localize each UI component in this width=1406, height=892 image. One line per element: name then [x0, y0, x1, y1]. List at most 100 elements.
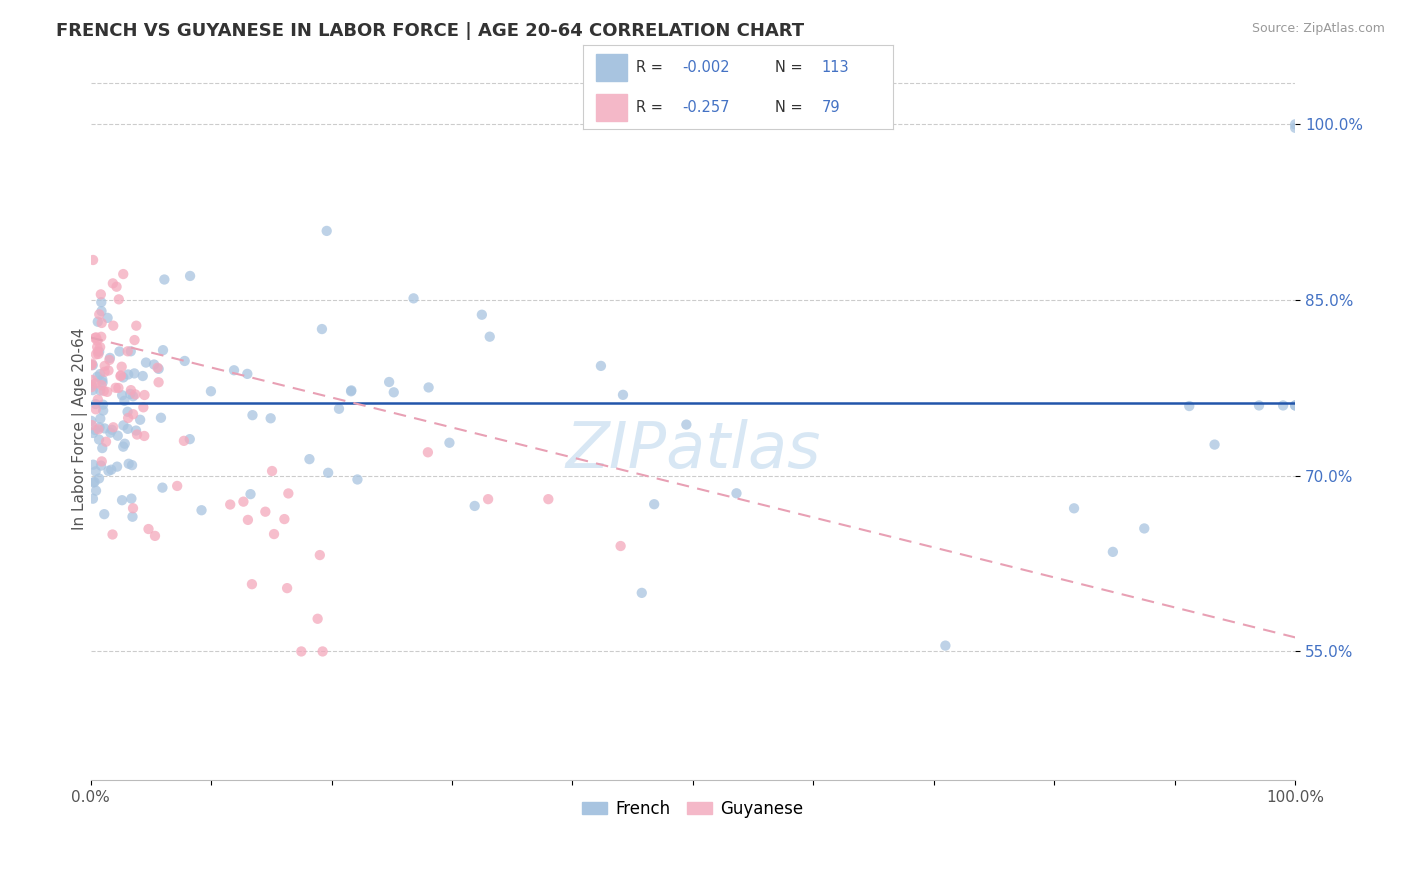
Point [91, 398, 114, 412]
Point [98, 352, 121, 367]
Point [89, 307, 111, 321]
Point [117, 411, 139, 425]
Point [98, 425, 121, 440]
Point [471, 308, 494, 322]
Point [173, 434, 195, 448]
Point [104, 381, 127, 395]
Text: ZIPatlas: ZIPatlas [565, 419, 821, 481]
Point [146, 360, 169, 375]
Point [112, 267, 135, 281]
Point [236, 513, 259, 527]
Point [90, 316, 112, 330]
Point [478, 329, 501, 343]
Point [124, 387, 146, 401]
Point [101, 527, 124, 541]
Point [110, 368, 132, 383]
Point [111, 493, 134, 508]
Point [125, 427, 148, 442]
Point [87, 347, 110, 361]
Point [80, 414, 103, 428]
Point [200, 384, 222, 399]
Point [98, 351, 121, 365]
Point [152, 481, 174, 495]
Point [84, 464, 107, 478]
Text: R =: R = [636, 100, 668, 115]
FancyBboxPatch shape [596, 94, 627, 120]
Point [80, 357, 103, 371]
Point [346, 473, 368, 487]
Point [82, 475, 104, 490]
Point [122, 389, 145, 403]
Point [589, 359, 612, 373]
Point [82, 383, 104, 397]
Point [236, 367, 259, 381]
Point [90, 458, 112, 473]
Point [108, 293, 131, 307]
Point [87, 315, 110, 329]
Point [166, 479, 188, 493]
Point [101, 423, 124, 437]
Point [87, 471, 110, 485]
Point [148, 362, 170, 376]
Point [219, 498, 242, 512]
Point [122, 501, 145, 516]
Point [97, 464, 120, 478]
Point [93, 421, 115, 435]
Point [934, 639, 956, 653]
FancyBboxPatch shape [596, 54, 627, 81]
Point [111, 359, 134, 374]
Point [1284, 117, 1306, 131]
Point [120, 383, 142, 397]
Point [93, 365, 115, 379]
Point [80, 378, 103, 392]
Point [82, 425, 104, 440]
Point [117, 405, 139, 419]
Point [537, 492, 560, 507]
Point [135, 355, 157, 369]
Point [112, 393, 135, 408]
Point [103, 420, 125, 434]
Point [84, 402, 107, 417]
Point [117, 422, 139, 436]
Point [378, 375, 401, 389]
Point [643, 497, 665, 511]
Point [89, 367, 111, 381]
Point [402, 291, 425, 305]
Point [112, 440, 135, 454]
Point [80, 358, 103, 372]
Point [80, 380, 103, 394]
Point [222, 363, 245, 377]
Point [290, 644, 312, 658]
Point [1284, 399, 1306, 413]
Point [87, 433, 110, 447]
Point [1133, 521, 1156, 535]
Point [311, 322, 333, 336]
Text: 113: 113 [821, 60, 849, 75]
Point [120, 387, 142, 401]
Point [134, 388, 156, 402]
Point [97, 363, 120, 377]
Point [107, 428, 129, 442]
Point [112, 418, 135, 433]
Point [91, 403, 114, 417]
Point [82, 358, 104, 372]
Point [86, 344, 108, 359]
Point [1272, 399, 1295, 413]
Point [1178, 399, 1201, 413]
Point [117, 368, 139, 382]
Point [84, 347, 107, 361]
Point [118, 457, 141, 471]
Point [240, 577, 263, 591]
Point [124, 333, 146, 347]
Point [340, 384, 363, 399]
Point [121, 509, 143, 524]
Point [328, 401, 350, 416]
Point [153, 272, 176, 286]
Point [89, 384, 111, 398]
Point [96, 384, 118, 399]
Point [124, 367, 146, 381]
Point [263, 527, 285, 541]
Point [82, 458, 104, 472]
Point [1102, 545, 1125, 559]
Point [725, 486, 748, 500]
